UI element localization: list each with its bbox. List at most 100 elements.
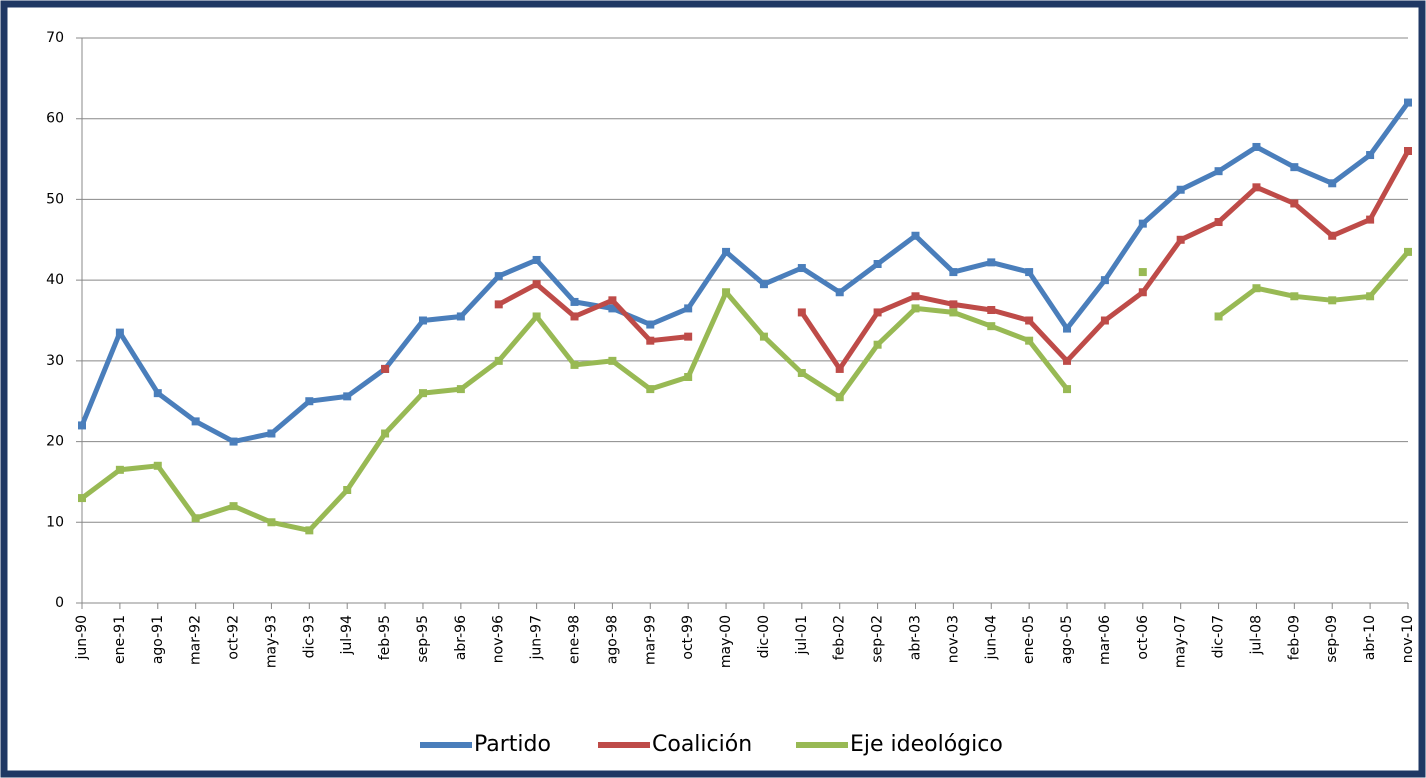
- marker: [1252, 143, 1260, 151]
- marker: [684, 304, 692, 312]
- marker: [798, 264, 806, 272]
- marker: [608, 357, 616, 365]
- marker: [874, 308, 882, 316]
- x-tick-label: jun-04: [983, 615, 999, 661]
- marker: [495, 357, 503, 365]
- marker: [381, 430, 389, 438]
- marker: [1404, 147, 1412, 155]
- marker: [343, 392, 351, 400]
- marker: [533, 312, 541, 320]
- marker: [533, 256, 541, 264]
- series-line: [499, 151, 1408, 369]
- marker: [1328, 179, 1336, 187]
- marker: [1290, 292, 1298, 300]
- marker: [722, 248, 730, 256]
- marker: [1177, 236, 1185, 244]
- marker: [646, 321, 654, 329]
- x-tick-label: ago-98: [604, 615, 620, 664]
- marker: [987, 306, 995, 314]
- marker: [911, 304, 919, 312]
- legend-label: Eje ideológico: [850, 732, 1003, 757]
- x-tick-label: jun-97: [529, 615, 545, 661]
- marker: [1404, 248, 1412, 256]
- marker: [343, 486, 351, 494]
- y-tick-label: 10: [46, 514, 64, 530]
- marker: [1139, 288, 1147, 296]
- marker: [381, 365, 389, 373]
- x-tick-label: sep-09: [1324, 615, 1340, 663]
- marker: [798, 369, 806, 377]
- marker: [154, 389, 162, 397]
- marker: [1215, 167, 1223, 175]
- marker: [1025, 268, 1033, 276]
- marker: [836, 393, 844, 401]
- marker: [305, 526, 313, 534]
- marker: [722, 288, 730, 296]
- marker: [760, 280, 768, 288]
- marker: [1139, 268, 1147, 276]
- x-tick-label: nov-10: [1400, 615, 1416, 663]
- marker: [1252, 284, 1260, 292]
- marker: [1101, 276, 1109, 284]
- marker: [1290, 163, 1298, 171]
- marker: [230, 438, 238, 446]
- marker: [571, 298, 579, 306]
- x-tick-label: abr-03: [907, 615, 923, 660]
- marker: [1063, 325, 1071, 333]
- x-tick-label: may-07: [1173, 615, 1189, 668]
- marker: [1290, 199, 1298, 207]
- marker: [1139, 220, 1147, 228]
- marker: [1177, 186, 1185, 194]
- x-tick-label: oct-92: [226, 615, 242, 660]
- marker: [1328, 232, 1336, 240]
- marker: [684, 333, 692, 341]
- x-tick-label: dic-07: [1211, 615, 1227, 658]
- y-tick-label: 70: [46, 30, 64, 46]
- x-tick-label: ene-98: [567, 615, 583, 664]
- marker: [1252, 183, 1260, 191]
- x-tick-label: feb-95: [377, 615, 393, 660]
- x-tick-label: oct-99: [680, 615, 696, 660]
- x-tick-label: dic-93: [301, 615, 317, 658]
- y-tick-label: 0: [55, 595, 64, 611]
- marker: [684, 373, 692, 381]
- marker: [192, 514, 200, 522]
- x-tick-label: jul-08: [1248, 615, 1264, 656]
- x-tick-label: dic-00: [756, 615, 772, 658]
- x-tick-label: nov-03: [945, 615, 961, 663]
- x-tick-label: mar-06: [1097, 615, 1113, 665]
- x-tick-label: abr-10: [1362, 615, 1378, 660]
- marker: [987, 322, 995, 330]
- marker: [1366, 216, 1374, 224]
- x-tick-label: feb-09: [1286, 615, 1302, 660]
- marker: [987, 258, 995, 266]
- marker: [874, 341, 882, 349]
- marker: [798, 308, 806, 316]
- marker: [1366, 292, 1374, 300]
- marker: [495, 300, 503, 308]
- marker: [192, 417, 200, 425]
- marker: [608, 296, 616, 304]
- marker: [419, 389, 427, 397]
- legend-label: Coalición: [652, 732, 752, 757]
- marker: [230, 502, 238, 510]
- x-tick-label: nov-96: [491, 615, 507, 663]
- marker: [267, 430, 275, 438]
- series-line: [82, 252, 1408, 531]
- marker: [419, 317, 427, 325]
- marker: [949, 300, 957, 308]
- y-tick-label: 50: [46, 191, 64, 207]
- marker: [1063, 385, 1071, 393]
- marker: [1215, 312, 1223, 320]
- marker: [571, 361, 579, 369]
- x-tick-label: oct-06: [1135, 615, 1151, 660]
- marker: [305, 397, 313, 405]
- marker: [1101, 317, 1109, 325]
- marker: [949, 308, 957, 316]
- marker: [1328, 296, 1336, 304]
- legend-label: Partido: [474, 732, 551, 757]
- x-tick-label: ene-91: [112, 615, 128, 664]
- marker: [1063, 357, 1071, 365]
- chart: 010203040506070jun-90ene-91ago-91mar-92o…: [0, 0, 1426, 778]
- x-tick-label: jun-90: [74, 615, 90, 661]
